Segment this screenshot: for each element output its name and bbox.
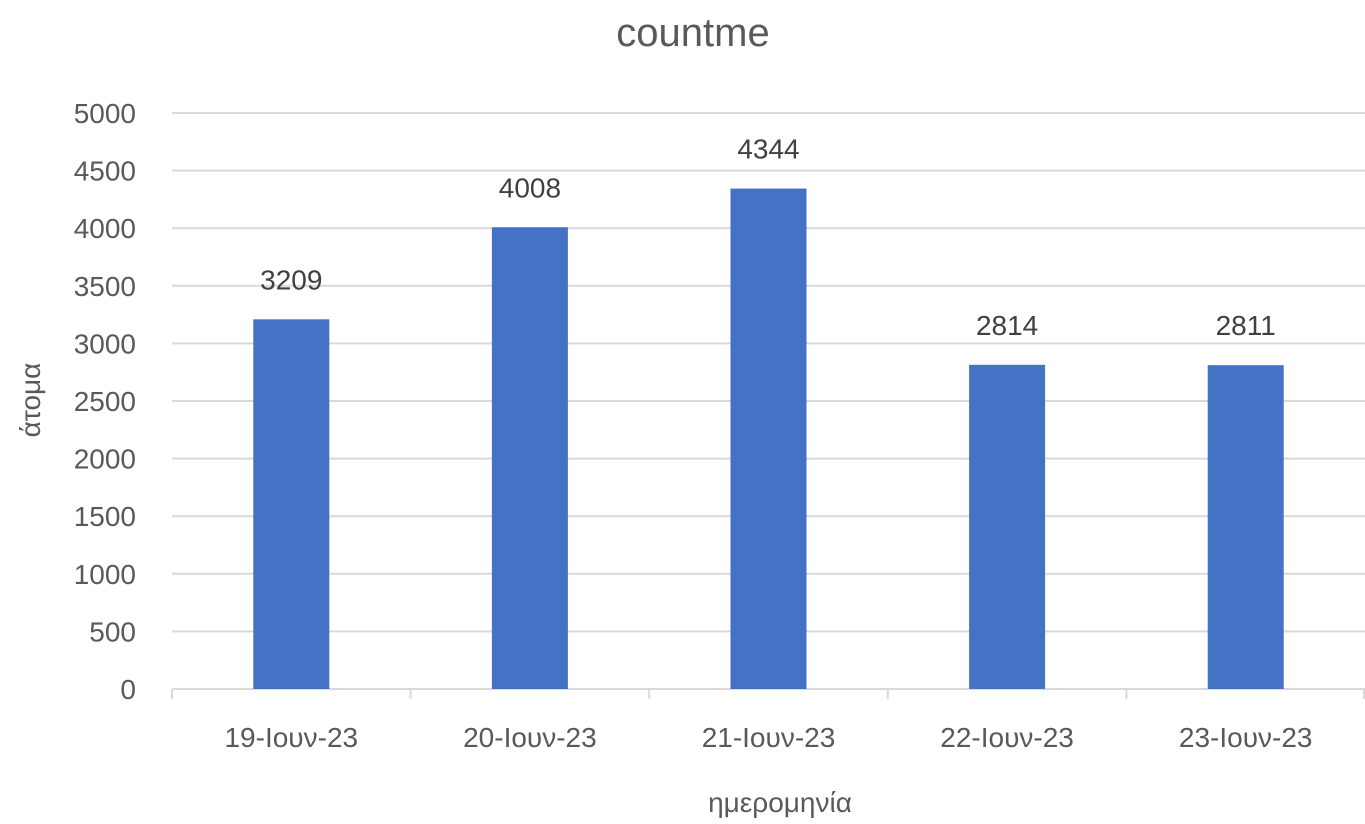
y-axis-ticks: 0 500 1000 1500 2000 2500 3000 3500 4000 4500 5000 — [74, 98, 136, 705]
bar — [1207, 365, 1284, 689]
chart-title: countme — [616, 11, 769, 55]
y-tick-label: 0 — [120, 674, 136, 705]
data-label: 2811 — [1216, 310, 1276, 341]
data-label: 4344 — [737, 134, 799, 165]
y-tick-label: 2500 — [74, 386, 136, 417]
x-tick-label: 19-Ιουν-23 — [224, 722, 358, 753]
bar — [730, 188, 807, 689]
bar — [969, 364, 1046, 689]
x-axis-title: ημερομηνία — [708, 787, 852, 818]
y-tick-label: 2000 — [74, 444, 136, 475]
bar — [253, 319, 330, 689]
x-axis-ticks: 19-Ιουν-23 20-Ιουν-23 21-Ιουν-23 22-Ιουν-23… — [224, 722, 1312, 753]
data-label: 4008 — [499, 172, 561, 203]
y-tick-label: 5000 — [74, 98, 136, 129]
y-tick-label: 1000 — [74, 559, 136, 590]
y-tick-label: 1500 — [74, 501, 136, 532]
y-tick-label: 500 — [89, 616, 136, 647]
y-tick-label: 4500 — [74, 156, 136, 187]
x-tick-label: 20-Ιουν-23 — [463, 722, 597, 753]
x-tick-label: 22-Ιουν-23 — [940, 722, 1074, 753]
x-tick-label: 21-Ιουν-23 — [702, 722, 836, 753]
bar — [491, 227, 568, 690]
y-tick-label: 4000 — [74, 213, 136, 244]
data-labels: 3209 4008 4344 2814 2811 — [260, 134, 1276, 342]
data-label: 3209 — [260, 264, 322, 295]
data-label: 2814 — [976, 310, 1038, 341]
x-tick-label: 23-Ιουν-23 — [1179, 722, 1313, 753]
bars — [253, 188, 1284, 690]
y-tick-label: 3500 — [74, 271, 136, 302]
y-tick-label: 3000 — [74, 328, 136, 359]
y-axis-title: άτομα — [15, 363, 46, 438]
